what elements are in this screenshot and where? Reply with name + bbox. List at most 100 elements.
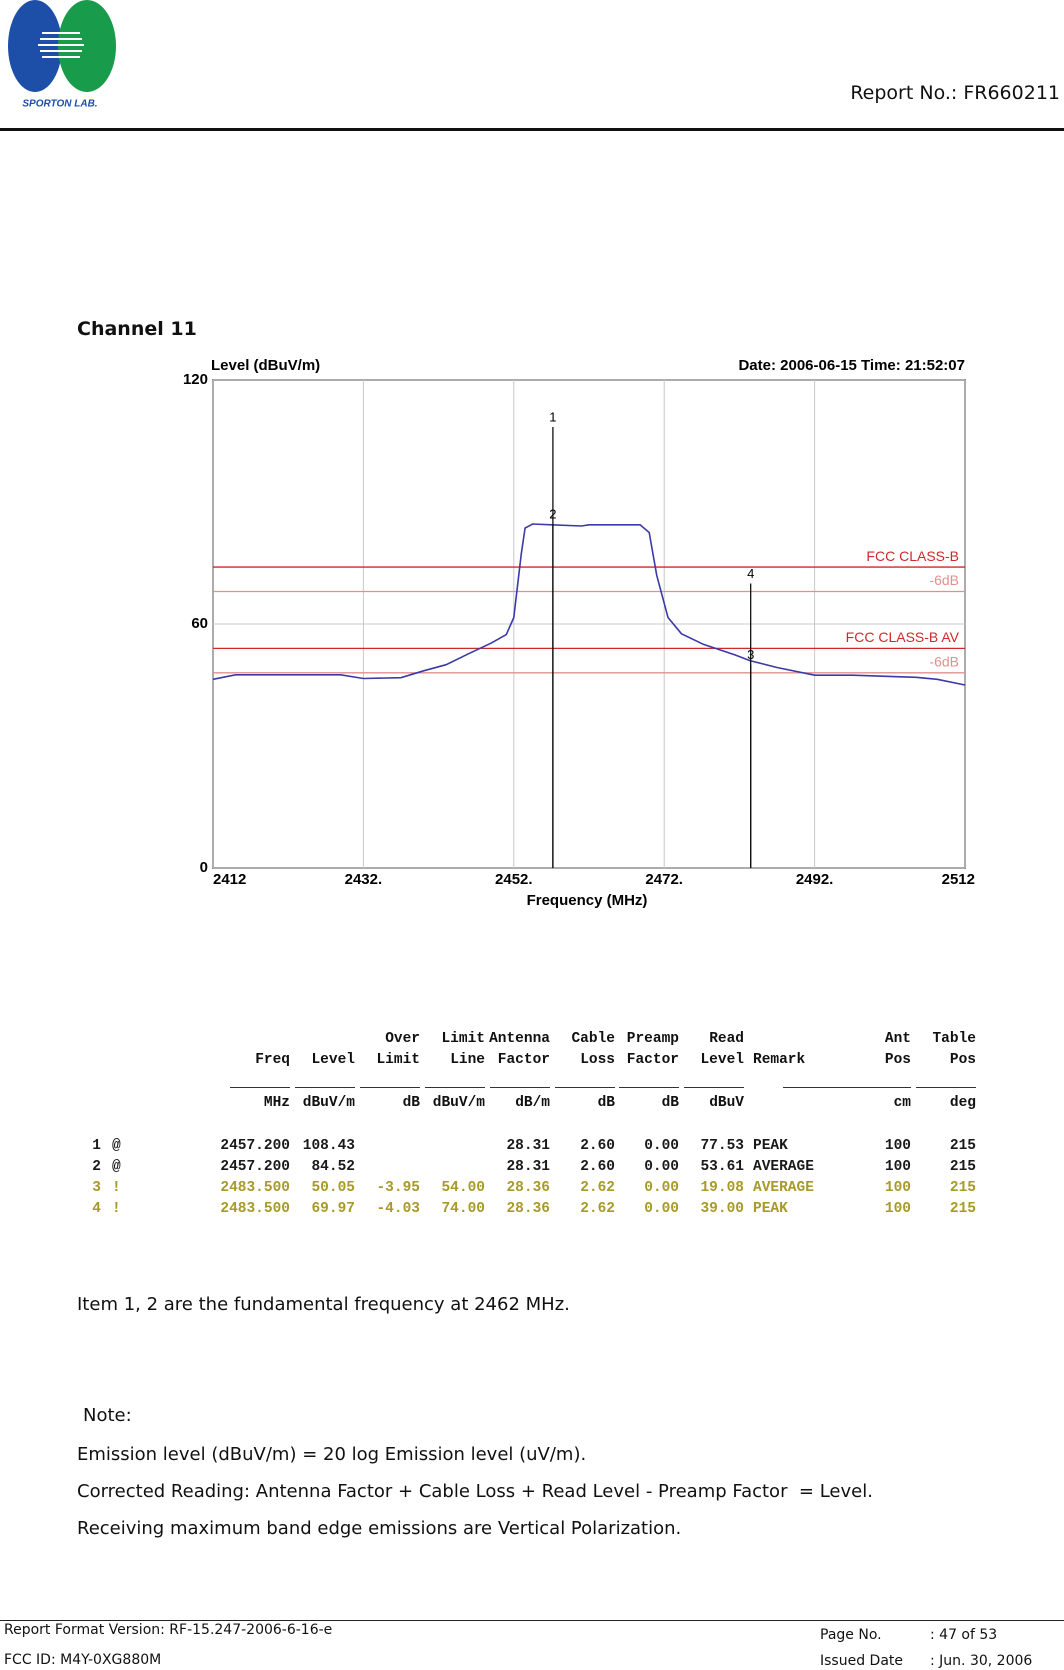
column-header: Loss [580,1052,615,1068]
table-cell: 100 [884,1180,911,1196]
column-header: Freq [255,1052,290,1068]
note-line: Corrected Reading: Antenna Factor + Cabl… [77,1481,873,1502]
row-flag: @ [112,1138,121,1154]
section-title: Channel 11 [77,318,197,340]
table-cell: 100 [884,1138,911,1154]
header-rule [490,1087,550,1088]
table-cell: 0.00 [644,1201,679,1217]
table-cell: PEAK [753,1201,788,1217]
table-cell: 2.62 [580,1201,615,1217]
column-header: Factor [626,1052,679,1068]
column-unit: dB [661,1095,679,1111]
table-cell: 215 [949,1201,976,1217]
table-cell: 54.00 [441,1180,485,1196]
annotation: Date: 2006-06-15 Time: 21:52:07 [738,357,965,374]
table-cell: 108.43 [302,1138,355,1154]
column-header: Antenna [489,1031,550,1047]
column-header: Read [709,1031,744,1047]
row-number: 4 [92,1201,101,1217]
column-header: Level [700,1052,744,1068]
footer-rule [0,1620,1064,1621]
x-tick-label: 2412 [213,871,246,888]
table-cell: 0.00 [644,1180,679,1196]
format-version: Report Format Version: RF-15.247-2006-6-… [4,1622,333,1638]
row-flag: @ [112,1159,121,1175]
x-tick-label: 2452. [495,871,533,888]
column-unit: dB [597,1095,615,1111]
note-line: Emission level (dBuV/m) = 20 log Emissio… [77,1444,587,1465]
note-title: Note: [83,1405,132,1426]
logo-shape [8,0,62,92]
row-flag: ! [112,1201,121,1217]
column-header: Limit [376,1052,420,1068]
y-tick-label: 60 [191,615,208,632]
row-flag: ! [112,1180,121,1196]
x-axis-label: Frequency (MHz) [527,892,648,909]
x-tick-label: 2472. [645,871,683,888]
header-rule [295,1087,355,1088]
column-unit: MHz [263,1095,290,1111]
table-cell: 84.52 [311,1159,355,1175]
date-value: : Jun. 30, 2006 [930,1653,1033,1669]
data-table: Freq MHz Level dBuV/m Over Limit dB Limit Line dB… [0,1030,1064,1240]
marker-label: 4 [747,566,754,581]
marker-label: 2 [549,507,556,522]
table-cell: 2457.200 [220,1159,290,1175]
item-note: Item 1, 2 are the fundamental frequency … [77,1294,570,1315]
column-unit: dBuV/m [302,1095,355,1111]
header-rule [360,1087,420,1088]
table-cell: 0.00 [644,1138,679,1154]
header-rule [916,1087,976,1088]
trace [212,523,966,686]
table-cell: PEAK [753,1138,788,1154]
table-cell: -3.95 [376,1180,420,1196]
column-header: Ant [884,1031,911,1047]
column-header: Limit [441,1031,485,1047]
date-label: Issued Date [820,1653,904,1669]
column-unit: deg [949,1095,976,1111]
header-rule [619,1087,679,1088]
column-header: Cable [571,1031,615,1047]
table-cell: 28.36 [506,1180,550,1196]
page-label: Page No. [820,1627,882,1643]
header-rule [684,1087,744,1088]
column-unit: dB/m [515,1095,550,1111]
header-rule [851,1087,911,1088]
table-cell: 28.36 [506,1201,550,1217]
column-header: Line [450,1052,485,1068]
table-cell: 2.60 [580,1138,615,1154]
table-cell: 215 [949,1138,976,1154]
logo-lines [38,32,84,58]
page-value: : 47 of 53 [930,1627,998,1643]
table-cell: 2457.200 [220,1138,290,1154]
report-no: Report No.: FR660211 [850,82,1060,104]
column-header: Factor [497,1052,550,1068]
marker-label: 1 [549,409,556,424]
table-cell: 215 [949,1159,976,1175]
y-tick-label: 0 [200,859,208,876]
header-rule [555,1087,615,1088]
table-cell: 28.31 [506,1159,550,1175]
table-cell: AVERAGE [753,1180,814,1196]
table-cell: 2.60 [580,1159,615,1175]
row-number: 3 [92,1180,101,1196]
limit-label: -6dB [929,654,959,670]
column-header: Level [311,1052,355,1068]
table-cell: 53.61 [700,1159,744,1175]
table-cell: -4.03 [376,1201,420,1217]
chart: Level (dBuV/m) Date: 2006-06-15 Time: 21… [183,357,975,909]
table-cell: 100 [884,1201,911,1217]
y-tick-label: 120 [183,371,208,388]
column-header: Over [385,1031,420,1047]
limit-label: FCC CLASS-B [866,548,959,564]
column-unit: dB [402,1095,420,1111]
column-unit: cm [893,1095,911,1111]
header-rule [0,128,1064,131]
table-cell: 215 [949,1180,976,1196]
column-unit: dBuV/m [432,1095,485,1111]
y-axis-label: Level (dBuV/m) [211,357,320,374]
fcc-id: FCC ID: M4Y-0XG880M [4,1652,162,1668]
table-cell: 19.08 [700,1180,744,1196]
logo: SPORTON LAB. [8,0,116,110]
